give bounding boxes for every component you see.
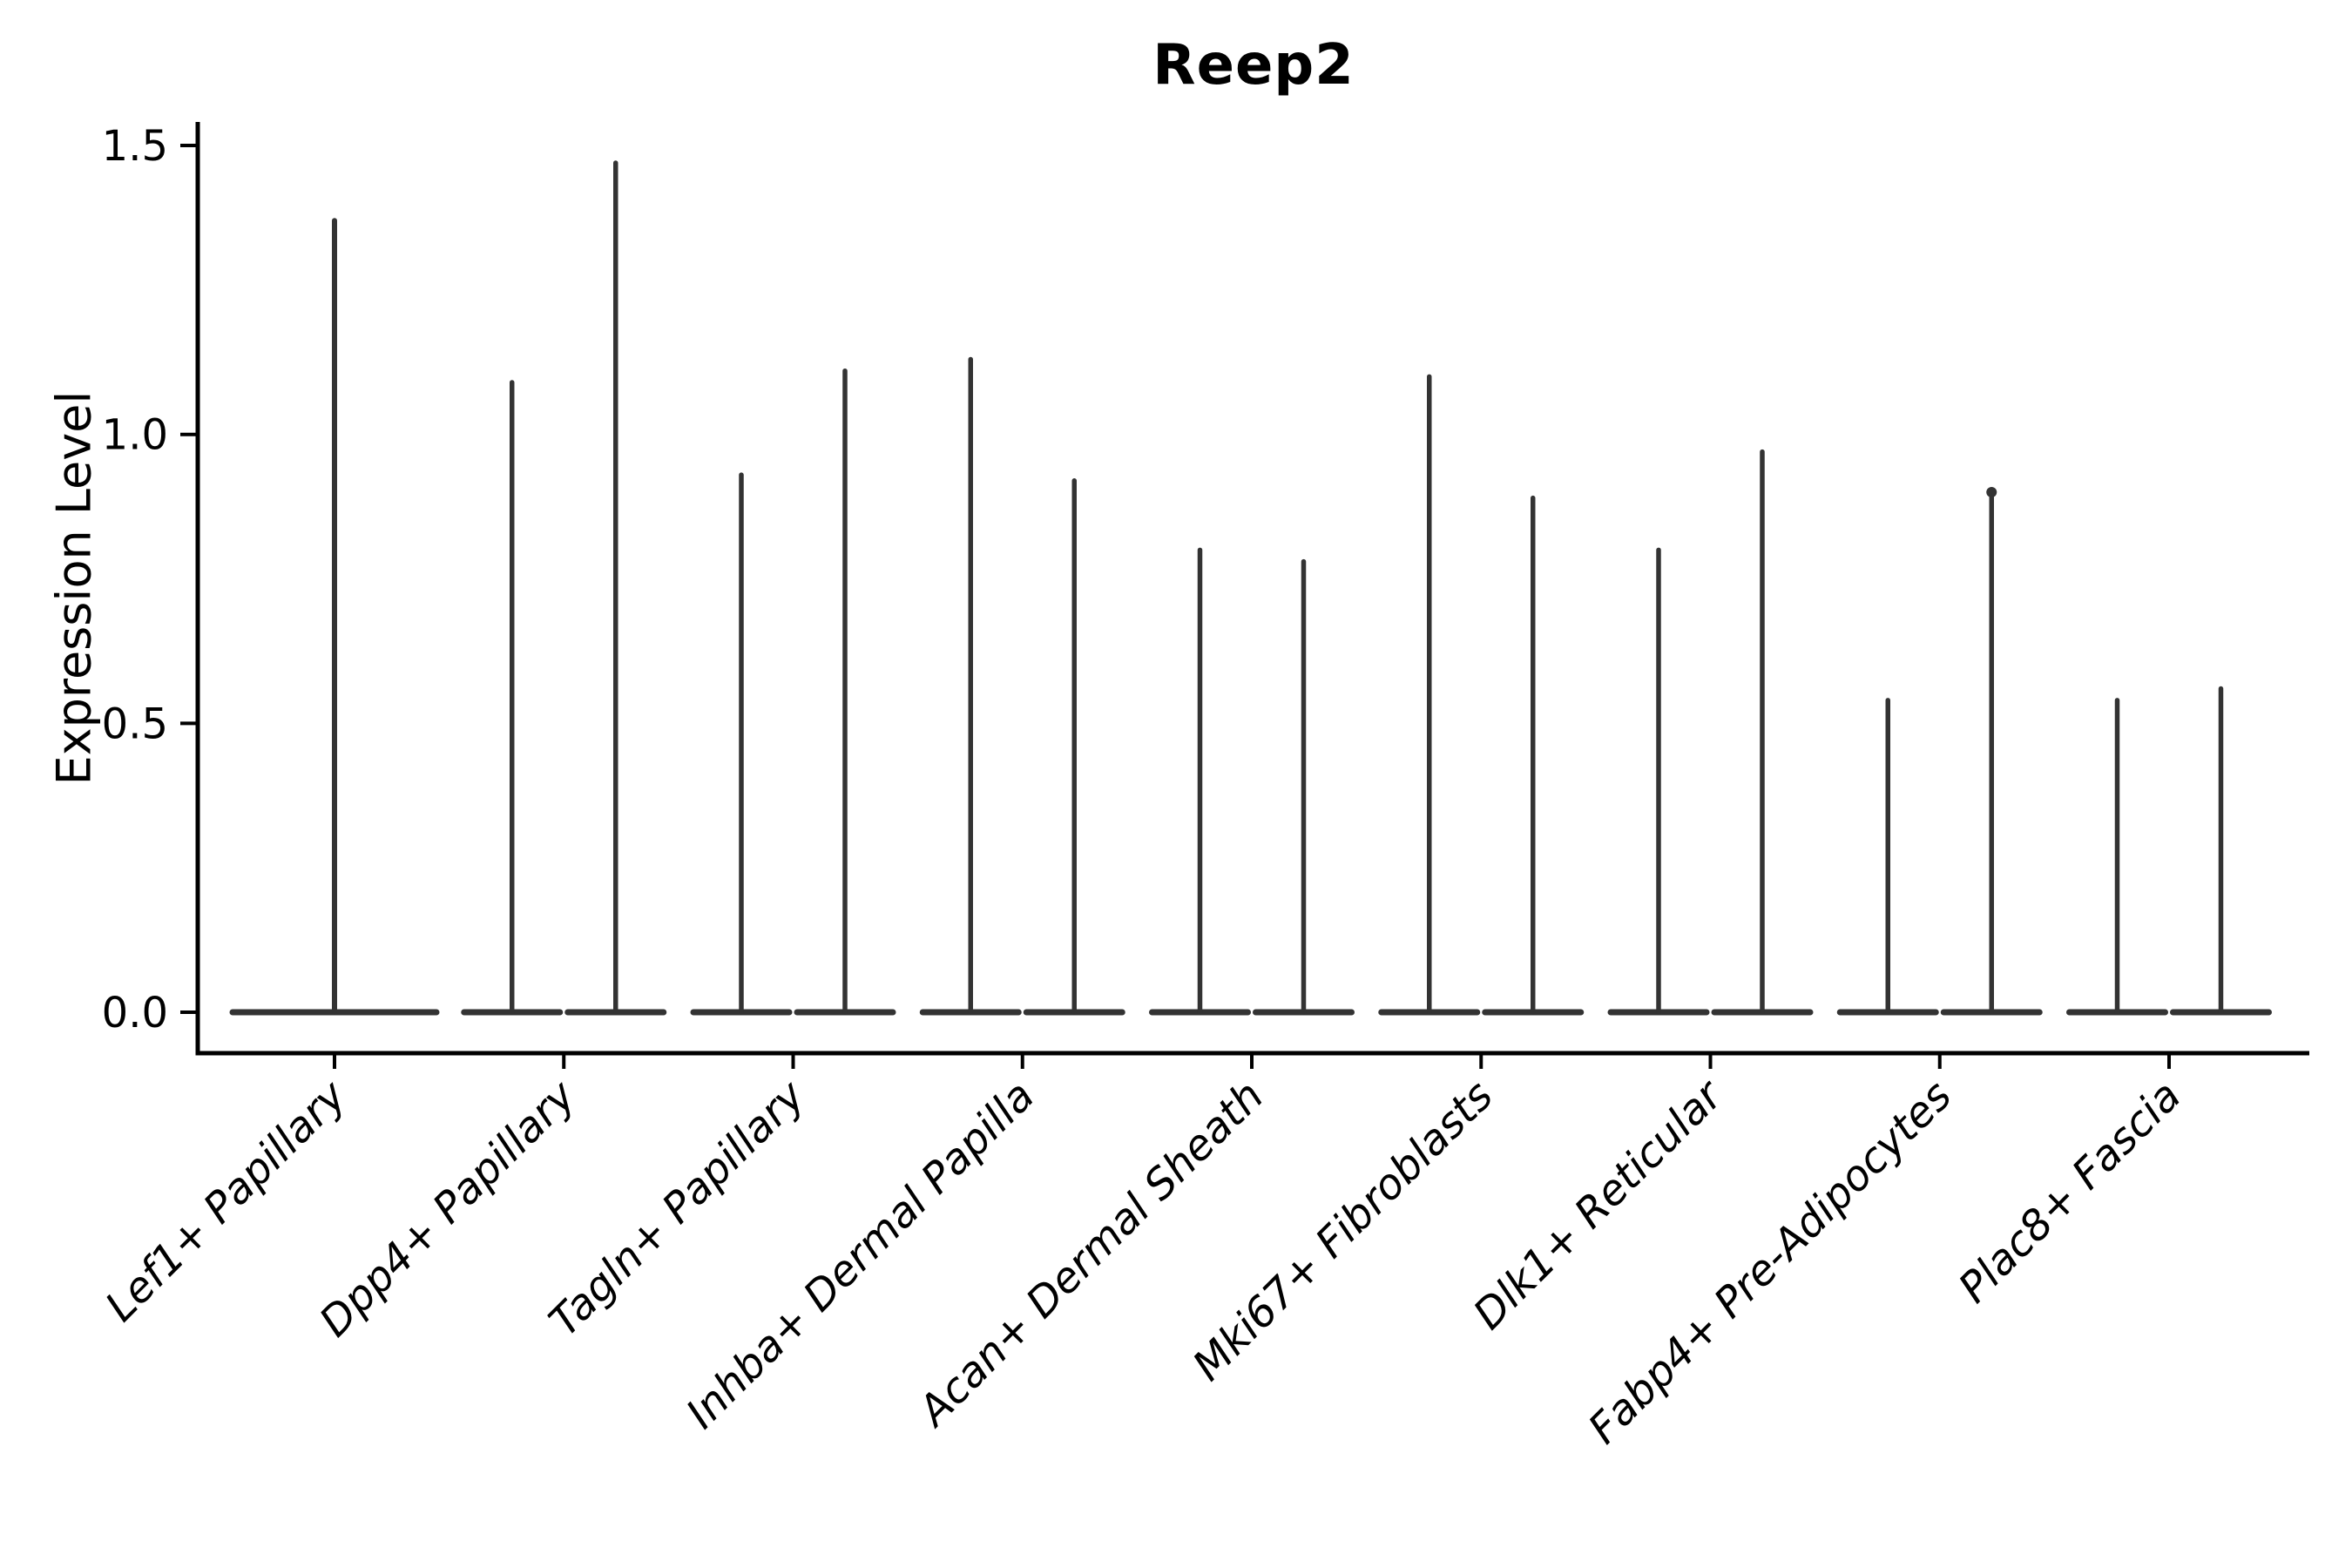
x-category-label: Lef1+ Papillary — [96, 1071, 356, 1331]
x-category-label: Dlk1+ Reticular — [1464, 1070, 1734, 1340]
x-category-label: Dpp4+ Papillary — [310, 1071, 585, 1346]
y-tick-label: 1.5 — [102, 122, 168, 171]
x-category-label: Tagln+ Papillary — [540, 1071, 815, 1346]
y-tick-label: 1.0 — [102, 411, 168, 460]
y-tick-label: 0.0 — [102, 989, 168, 1037]
x-category-label: Fabp4+ Pre-Adipocytes — [1579, 1071, 1962, 1454]
plot-title: Reep2 — [1152, 33, 1355, 98]
y-tick-label: 0.5 — [102, 700, 168, 748]
violin-spike-tip — [1986, 487, 1997, 498]
x-category-label: Plac8+ Fascia — [1950, 1071, 2191, 1313]
